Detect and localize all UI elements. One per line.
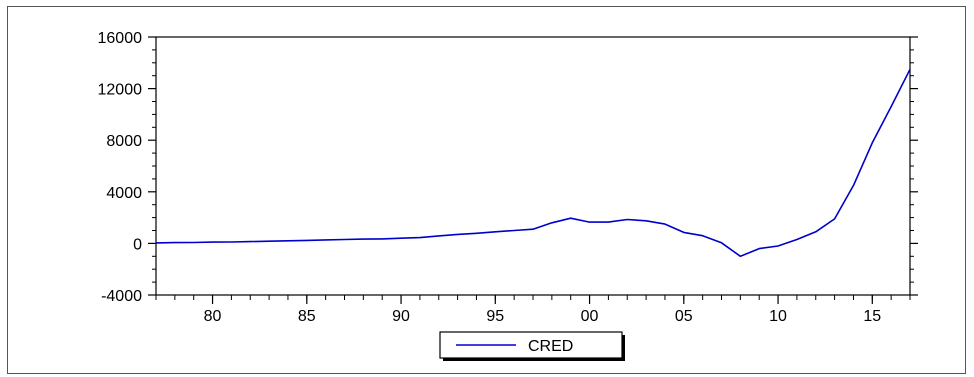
- x-tick-label: 00: [581, 308, 599, 325]
- x-tick-label: 10: [769, 308, 787, 325]
- x-tick-label: 05: [675, 308, 693, 325]
- series-layer: [155, 68, 911, 258]
- legend-label: CRED: [528, 338, 573, 355]
- y-tick-label: 8000: [106, 133, 142, 150]
- y-tick-label: 4000: [106, 185, 142, 202]
- plot-area: [155, 36, 911, 296]
- x-tick-label: 95: [486, 308, 504, 325]
- series-line-cred: [155, 68, 911, 258]
- plot-border: [155, 36, 911, 296]
- x-tick-label: 80: [204, 308, 222, 325]
- y-tick-label: -4000: [101, 288, 142, 305]
- x-tick-label: 15: [863, 308, 881, 325]
- y-axis: -4000 0 4000 8000 12000 16000: [98, 30, 918, 305]
- chart-frame: -4000 0 4000 8000 12000 16000 80 85 90 95 00 05 10 1…: [7, 6, 966, 374]
- x-tick-label: 90: [392, 308, 410, 325]
- y-tick-label: 12000: [98, 82, 143, 99]
- legend: CRED: [439, 331, 625, 361]
- line-chart: -4000 0 4000 8000 12000 16000 80 85 90 95 00 05 10 1…: [98, 30, 918, 361]
- x-axis: 80 85 90 95 00 05 10 15: [155, 295, 911, 325]
- y-tick-label: 16000: [98, 30, 143, 47]
- x-tick-label: 85: [298, 308, 316, 325]
- y-tick-label: 0: [133, 236, 142, 253]
